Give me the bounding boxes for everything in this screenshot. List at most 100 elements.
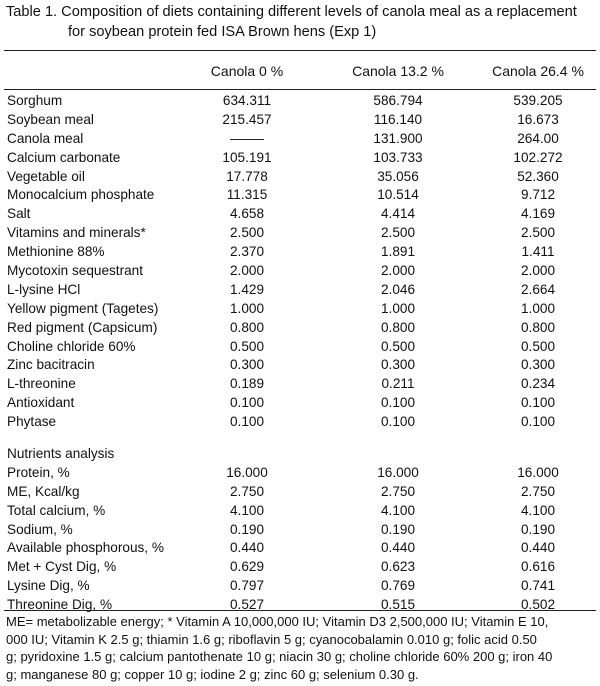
cell-value: 105.191	[222, 149, 272, 165]
cell-value: 16.000	[226, 464, 268, 480]
column-header-canola-13-2: Canola 13.2 %	[352, 63, 444, 79]
table-row: Antioxidant 0.100 0.100 0.100	[0, 394, 600, 413]
row-label: L-lysine HCl	[7, 281, 81, 297]
cell-value: 0.440	[520, 540, 556, 556]
table-row: Vegetable oil 17.778 35.056 52.360	[0, 168, 600, 187]
cell-value: 0.440	[380, 540, 416, 556]
cell-value: 16.000	[377, 464, 419, 480]
row-label: Antioxidant	[7, 395, 75, 411]
cell-value: 2.500	[380, 225, 416, 241]
row-label: Met + Cyst Dig, %	[7, 559, 117, 575]
caption-line-2: for soybean protein fed ISA Brown hens (…	[68, 24, 377, 40]
empty-value-dash	[230, 130, 264, 149]
cell-value: 0.500	[380, 338, 416, 354]
cell-value: 131.900	[373, 130, 423, 146]
row-label: Available phosphorous, %	[7, 540, 164, 556]
cell-value: 0.100	[520, 395, 556, 411]
cell-value: 103.733	[373, 149, 423, 165]
cell-value: 52.360	[517, 168, 559, 184]
table-row: Monocalcium phosphate 11.315 10.514 9.712	[0, 186, 600, 205]
column-header-canola-26-4: Canola 26.4 %	[492, 63, 584, 79]
cell-value: 17.778	[226, 168, 268, 184]
cell-value: 2.500	[229, 225, 265, 241]
cell-value: 0.300	[229, 357, 265, 373]
table-row: Choline chloride 60% 0.500 0.500 0.500	[0, 338, 600, 357]
cell-value: 0.500	[229, 338, 265, 354]
row-label: Sorghum	[7, 93, 63, 108]
cell-value: 2.750	[229, 483, 265, 499]
cell-value: 0.741	[520, 578, 556, 594]
cell-value: 0.100	[380, 395, 416, 411]
header-rule	[4, 89, 596, 90]
row-label: Yellow pigment (Tagetes)	[7, 300, 159, 316]
cell-value: 2.750	[520, 483, 556, 499]
cell-value: 0.190	[380, 521, 416, 537]
composition-table: Sorghum 634.311 586.794 539.205 Soybean meal…	[0, 92, 600, 615]
table-row: L-lysine HCl 1.429 2.046 2.664	[0, 281, 600, 300]
cell-value: 0.234	[520, 376, 556, 392]
nutrients-heading-row: Nutrients analysis	[0, 445, 600, 464]
cell-value: 2.500	[520, 225, 556, 241]
row-label: Sodium, %	[7, 521, 73, 537]
row-label: Salt	[7, 206, 31, 222]
row-label: Monocalcium phosphate	[7, 187, 155, 203]
bottom-rule	[4, 610, 596, 611]
table-row: Sorghum 634.311 586.794 539.205	[0, 92, 600, 111]
table-caption: Table 1. Composition of diets containing…	[6, 2, 596, 42]
cell-value: 0.629	[229, 559, 265, 575]
cell-value: 16.673	[517, 111, 559, 127]
cell-value: 4.100	[229, 502, 265, 518]
table-row: Methionine 88% 2.370 1.891 1.411	[0, 243, 600, 262]
table-row: Salt 4.658 4.414 4.169	[0, 205, 600, 224]
cell-value: 4.658	[229, 206, 265, 222]
cell-value: 4.414	[380, 206, 416, 222]
cell-value: 0.769	[380, 578, 416, 594]
cell-value: 11.315	[226, 187, 268, 203]
cell-value: 2.000	[229, 263, 265, 279]
table-row: Met + Cyst Dig, % 0.629 0.623 0.616	[0, 558, 600, 577]
cell-value: 2.000	[380, 263, 416, 279]
row-label: Threonine Dig, %	[7, 597, 113, 613]
cell-value: 1.000	[380, 300, 416, 316]
cell-value: 2.000	[520, 263, 556, 279]
cell-value: 0.616	[520, 559, 556, 575]
table-row: Protein, % 16.000 16.000 16.000	[0, 464, 600, 483]
table-row: Sodium, % 0.190 0.190 0.190	[0, 521, 600, 540]
table-row: Mycotoxin sequestrant 2.000 2.000 2.000	[0, 262, 600, 281]
cell-value: 0.190	[520, 521, 556, 537]
table-row: Yellow pigment (Tagetes) 1.000 1.000 1.000	[0, 300, 600, 319]
cell-value: 0.800	[520, 319, 556, 335]
cell-value: 0.100	[229, 414, 265, 430]
footnote-line: ME= metabolizable energy; * Vitamin A 10…	[6, 614, 549, 629]
footnote-line: 000 IU; Vitamin K 2.5 g; thiamin 1.6 g; …	[6, 631, 537, 647]
top-rule	[4, 50, 596, 51]
row-label: Soybean meal	[7, 111, 94, 127]
cell-value: 1.891	[380, 244, 416, 260]
row-label: Lysine Dig, %	[7, 578, 90, 594]
row-label: Methionine 88%	[7, 244, 105, 260]
row-label: Vitamins and minerals*	[7, 225, 146, 241]
table-row: Phytase 0.100 0.100 0.100	[0, 413, 600, 432]
table-row: Canola meal 131.900 264.00	[0, 130, 600, 149]
column-header-canola-0: Canola 0 %	[210, 63, 284, 79]
row-label: Choline chloride 60%	[7, 338, 136, 354]
cell-value: 4.100	[520, 502, 556, 518]
table-row: Red pigment (Capsicum) 0.800 0.800 0.800	[0, 319, 600, 338]
table-row: Available phosphorous, % 0.440 0.440 0.440	[0, 539, 600, 558]
cell-value: 0.190	[229, 521, 265, 537]
cell-value: 2.750	[380, 483, 416, 499]
cell-value: 9.712	[520, 187, 556, 203]
cell-value: 0.800	[380, 319, 416, 335]
cell-value: 102.272	[513, 149, 563, 165]
row-label: L-threonine	[7, 376, 76, 392]
cell-value: 0.500	[520, 338, 556, 354]
cell-value: 0.797	[229, 578, 265, 594]
row-label: Red pigment (Capsicum)	[7, 319, 158, 335]
cell-value: 35.056	[377, 168, 419, 184]
cell-value: 2.664	[520, 281, 556, 297]
cell-value: 0.502	[520, 597, 556, 613]
table-row: Calcium carbonate 105.191 103.733 102.272	[0, 149, 600, 168]
cell-value: 1.000	[229, 300, 265, 316]
table-row: Soybean meal 215.457 116.140 16.673	[0, 111, 600, 130]
